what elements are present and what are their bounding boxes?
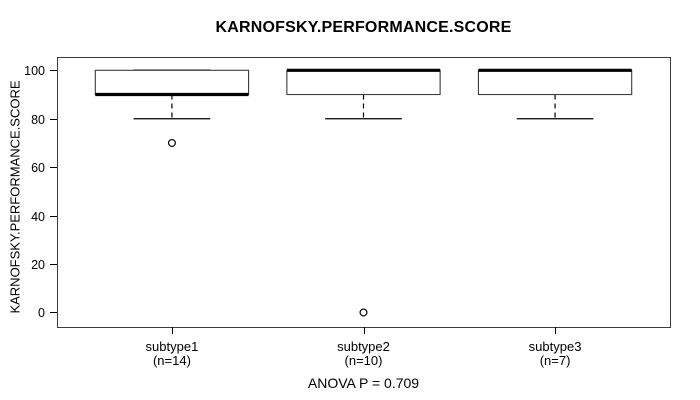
y-axis-tick-label: 100 xyxy=(24,64,45,78)
y-axis-tick-label: 60 xyxy=(31,161,45,175)
iqr-box xyxy=(477,69,633,96)
x-category-label: subtype3 xyxy=(529,339,582,354)
outlier-point xyxy=(167,138,176,147)
y-axis-tick-label: 80 xyxy=(31,113,45,127)
x-category-label: subtype1 xyxy=(146,339,199,354)
x-category-sublabel: (n=14) xyxy=(153,353,191,368)
iqr-box xyxy=(94,69,250,96)
x-category-label: subtype2 xyxy=(337,339,390,354)
x-category-sublabel: (n=7) xyxy=(540,353,571,368)
y-axis-tick-label: 40 xyxy=(31,210,45,224)
chart-title: KARNOFSKY.PERFORMANCE.SCORE xyxy=(215,19,512,36)
y-axis-tick-label: 20 xyxy=(31,258,45,272)
iqr-box xyxy=(286,69,441,96)
x-category-sublabel: (n=10) xyxy=(345,353,383,368)
anova-annotation: ANOVA P = 0.709 xyxy=(307,375,420,391)
outlier-point xyxy=(359,308,368,317)
y-axis-tick-label: 0 xyxy=(38,306,45,320)
